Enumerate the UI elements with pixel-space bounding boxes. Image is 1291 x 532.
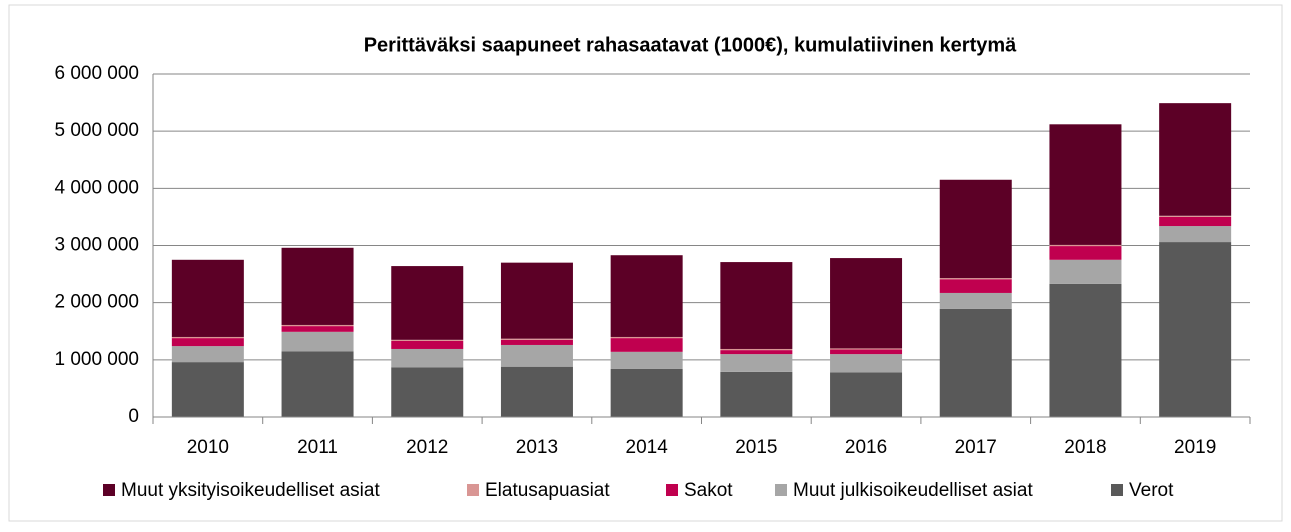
bar-segment [720,354,793,372]
bar-segment [500,344,573,367]
bar-segment [939,279,1012,293]
bar-segment [1159,226,1232,243]
x-tick-label: 2011 [297,437,338,458]
legend-label: Elatusapuasiat [485,480,610,501]
x-tick-label: 2010 [187,437,229,458]
chart-title: Perittäväksi saapuneet rahasaatavat (100… [364,34,1017,56]
x-tick-label: 2019 [1174,437,1216,458]
bar-segment [391,367,464,417]
bar-segment [1049,283,1122,417]
bar-segment [610,368,683,417]
bar-segment [171,346,244,363]
bar-segment [281,351,354,417]
bar-segment [500,262,573,339]
x-tick-label: 2014 [626,437,669,458]
bar-segment [500,339,573,345]
y-tick-label: 3 000 000 [54,235,139,256]
bar-segment [610,351,683,369]
legend-label: Verot [1129,480,1174,501]
bar-segment [1049,244,1122,247]
bar-segment [830,258,903,349]
bar-segment [281,324,354,327]
bar-segment [830,372,903,417]
x-tick-label: 2013 [516,437,558,458]
bar-segment [391,339,464,341]
bar-segment [939,308,1012,417]
bar-segment [281,326,354,332]
bar-segment [1049,259,1122,284]
x-tick-label: 2012 [406,437,448,458]
legend-label: Muut julkisoikeudelliset asiat [793,480,1033,501]
bar-segment [391,266,464,340]
bar-segment [1049,124,1122,245]
bar-segment [830,349,903,355]
bar-segment [830,354,903,373]
bar-segment [939,179,1012,279]
bar-segment [720,371,793,417]
bar-segment [939,292,1012,309]
bar-segment [391,348,464,368]
legend-swatch [775,484,787,496]
bar-segment [720,350,793,355]
bar-segment [1159,242,1232,417]
bar-segment [830,348,903,350]
bar-segment [1159,103,1232,216]
bar-segment [610,336,683,339]
legend-label: Sakot [684,480,733,501]
legend-label: Muut yksityisoikeudelliset asiat [121,480,380,501]
bar-segment [1159,216,1232,227]
y-tick-label: 1 000 000 [54,349,139,370]
bar-segment [1049,246,1122,260]
x-tick-label: 2015 [735,437,777,458]
bar-segment [610,255,683,337]
y-tick-label: 6 000 000 [54,63,139,84]
legend-swatch [1111,484,1123,496]
bar-segment [720,348,793,351]
bar-segment [500,338,573,340]
bar-segment [939,278,1012,280]
bar-segment [500,366,573,417]
x-tick-label: 2016 [845,437,887,458]
bar-segment [171,362,244,417]
bar-segment [281,331,354,352]
bar-segment [610,338,683,352]
y-tick-label: 5 000 000 [54,120,139,141]
x-tick-label: 2017 [955,437,997,458]
bar-segment [391,340,464,349]
bar-segment [171,259,244,337]
bar-segment [281,247,354,325]
y-tick-label: 4 000 000 [54,177,139,198]
x-tick-label: 2018 [1064,437,1106,458]
legend-swatch [666,484,678,496]
y-tick-label: 0 [128,406,139,427]
bar-segment [720,262,793,349]
y-tick-label: 2 000 000 [54,292,139,313]
bar-segment [171,336,244,339]
legend-swatch [467,484,479,496]
bar-segment [1159,215,1232,217]
bar-segment [171,338,244,347]
legend-swatch [103,484,115,496]
